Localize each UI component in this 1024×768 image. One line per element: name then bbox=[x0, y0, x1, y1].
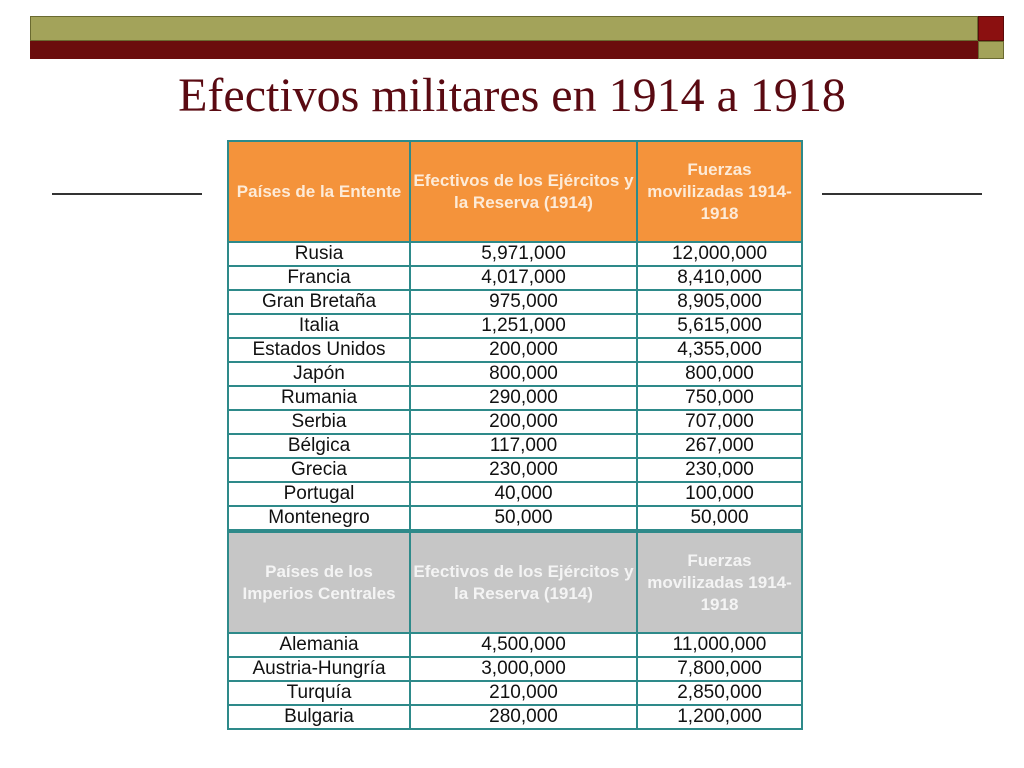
country-cell: Rusia bbox=[227, 241, 411, 267]
reserve-cell: 1,251,000 bbox=[409, 313, 638, 339]
reserve-cell: 4,017,000 bbox=[409, 265, 638, 291]
mobilized-cell: 4,355,000 bbox=[636, 337, 803, 363]
reserve-cell: 200,000 bbox=[409, 409, 638, 435]
mobilized-cell: 8,410,000 bbox=[636, 265, 803, 291]
country-cell: Austria-Hungría bbox=[227, 656, 411, 682]
entente-row: Rusia 5,971,000 12,000,000 bbox=[227, 241, 803, 267]
country-cell: Montenegro bbox=[227, 505, 411, 532]
entente-header-countries: Países de la Entente bbox=[227, 140, 411, 243]
military-table-image: Países de la Entente Efectivos de los Ej… bbox=[224, 136, 804, 768]
country-cell: Japón bbox=[227, 361, 411, 387]
corner-square-red bbox=[978, 16, 1004, 41]
central-row: Alemania 4,500,000 11,000,000 bbox=[227, 632, 803, 658]
mobilized-cell: 50,000 bbox=[636, 505, 803, 532]
entente-header-mobilized: Fuerzas movilizadas 1914-1918 bbox=[636, 140, 803, 243]
top-bar-olive bbox=[30, 16, 978, 41]
mobilized-cell: 100,000 bbox=[636, 481, 803, 507]
central-header-row: Países de los Imperios Centrales Efectivo… bbox=[227, 529, 803, 634]
country-cell: Estados Unidos bbox=[227, 337, 411, 363]
reserve-cell: 40,000 bbox=[409, 481, 638, 507]
entente-row: Bélgica 117,000 267,000 bbox=[227, 433, 803, 459]
mobilized-cell: 267,000 bbox=[636, 433, 803, 459]
country-cell: Bulgaria bbox=[227, 704, 411, 730]
divider-right bbox=[822, 193, 982, 195]
military-forces-table: Países de la Entente Efectivos de los Ej… bbox=[227, 140, 803, 730]
country-cell: Francia bbox=[227, 265, 411, 291]
reserve-cell: 3,000,000 bbox=[409, 656, 638, 682]
entente-row: Serbia 200,000 707,000 bbox=[227, 409, 803, 435]
entente-row: Japón 800,000 800,000 bbox=[227, 361, 803, 387]
mobilized-cell: 11,000,000 bbox=[636, 632, 803, 658]
reserve-cell: 210,000 bbox=[409, 680, 638, 706]
entente-row: Francia 4,017,000 8,410,000 bbox=[227, 265, 803, 291]
mobilized-cell: 7,800,000 bbox=[636, 656, 803, 682]
reserve-cell: 200,000 bbox=[409, 337, 638, 363]
central-row: Turquía 210,000 2,850,000 bbox=[227, 680, 803, 706]
country-cell: Bélgica bbox=[227, 433, 411, 459]
reserve-cell: 800,000 bbox=[409, 361, 638, 387]
entente-row: Rumania 290,000 750,000 bbox=[227, 385, 803, 411]
reserve-cell: 4,500,000 bbox=[409, 632, 638, 658]
entente-row: Estados Unidos 200,000 4,355,000 bbox=[227, 337, 803, 363]
entente-row: Gran Bretaña 975,000 8,905,000 bbox=[227, 289, 803, 315]
reserve-cell: 230,000 bbox=[409, 457, 638, 483]
mobilized-cell: 12,000,000 bbox=[636, 241, 803, 267]
mobilized-cell: 5,615,000 bbox=[636, 313, 803, 339]
reserve-cell: 975,000 bbox=[409, 289, 638, 315]
country-cell: Italia bbox=[227, 313, 411, 339]
mobilized-cell: 800,000 bbox=[636, 361, 803, 387]
country-cell: Serbia bbox=[227, 409, 411, 435]
reserve-cell: 117,000 bbox=[409, 433, 638, 459]
mobilized-cell: 750,000 bbox=[636, 385, 803, 411]
central-row: Bulgaria 280,000 1,200,000 bbox=[227, 704, 803, 730]
country-cell: Gran Bretaña bbox=[227, 289, 411, 315]
country-cell: Portugal bbox=[227, 481, 411, 507]
slide-title: Efectivos militares en 1914 a 1918 bbox=[178, 69, 846, 122]
reserve-cell: 290,000 bbox=[409, 385, 638, 411]
top-bar-red bbox=[30, 41, 978, 59]
country-cell: Grecia bbox=[227, 457, 411, 483]
country-cell: Alemania bbox=[227, 632, 411, 658]
corner-square-olive bbox=[978, 41, 1004, 59]
mobilized-cell: 1,200,000 bbox=[636, 704, 803, 730]
country-cell: Rumania bbox=[227, 385, 411, 411]
mobilized-cell: 8,905,000 bbox=[636, 289, 803, 315]
reserve-cell: 50,000 bbox=[409, 505, 638, 532]
entente-row: Montenegro 50,000 50,000 bbox=[227, 505, 803, 532]
entente-row: Italia 1,251,000 5,615,000 bbox=[227, 313, 803, 339]
reserve-cell: 280,000 bbox=[409, 704, 638, 730]
divider-left bbox=[52, 193, 202, 195]
mobilized-cell: 2,850,000 bbox=[636, 680, 803, 706]
mobilized-cell: 707,000 bbox=[636, 409, 803, 435]
entente-header-row: Países de la Entente Efectivos de los Ej… bbox=[227, 140, 803, 243]
central-row: Austria-Hungría 3,000,000 7,800,000 bbox=[227, 656, 803, 682]
central-header-mobilized: Fuerzas movilizadas 1914-1918 bbox=[636, 529, 803, 634]
entente-row: Portugal 40,000 100,000 bbox=[227, 481, 803, 507]
central-header-countries: Países de los Imperios Centrales bbox=[227, 529, 411, 634]
mobilized-cell: 230,000 bbox=[636, 457, 803, 483]
country-cell: Turquía bbox=[227, 680, 411, 706]
reserve-cell: 5,971,000 bbox=[409, 241, 638, 267]
entente-header-reserve: Efectivos de los Ejércitos y la Reserva … bbox=[409, 140, 638, 243]
entente-row: Grecia 230,000 230,000 bbox=[227, 457, 803, 483]
central-header-reserve: Efectivos de los Ejércitos y la Reserva … bbox=[409, 529, 638, 634]
